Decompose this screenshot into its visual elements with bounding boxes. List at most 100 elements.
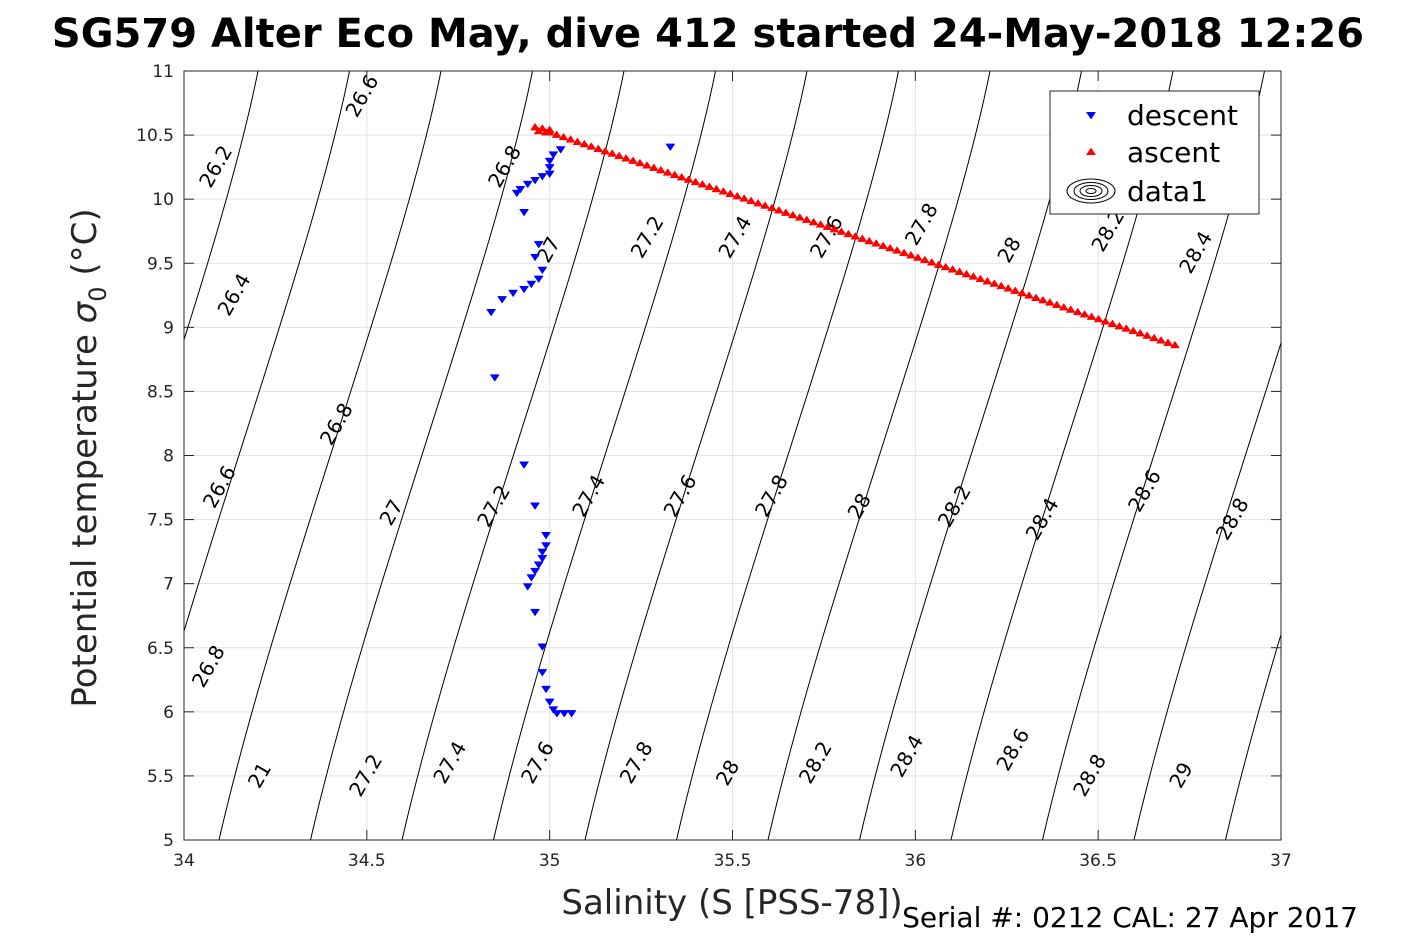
ascent-point xyxy=(1142,331,1153,339)
ascent-point xyxy=(773,206,784,214)
ascent-point xyxy=(593,144,604,153)
ascent-point xyxy=(1037,295,1048,304)
legend-label-data1: data1 xyxy=(1127,175,1208,208)
descent-point xyxy=(530,253,541,262)
ascent-point xyxy=(551,130,562,138)
ascent-point xyxy=(1058,302,1069,311)
descent-point xyxy=(497,296,508,304)
ascent-point xyxy=(704,182,715,190)
density-isoline xyxy=(310,71,533,840)
descent-point xyxy=(533,561,544,569)
ascent-point xyxy=(885,243,896,252)
ascent-point xyxy=(850,232,861,240)
descent-point xyxy=(537,643,548,651)
ascent-point xyxy=(836,227,847,235)
ascent-point xyxy=(1079,310,1090,318)
ascent-point xyxy=(767,203,777,212)
ascent-point xyxy=(780,208,791,216)
x-axis-ticks: 34 34.5 35 35.5 36 36.5 37 xyxy=(173,71,1292,871)
ascent-point xyxy=(669,170,680,179)
ascent-point xyxy=(558,132,569,141)
ascent-point xyxy=(739,194,750,202)
descent-point xyxy=(519,461,530,469)
ascent-point xyxy=(1163,338,1173,346)
ascent-point xyxy=(905,250,916,259)
ascent-point xyxy=(1128,326,1139,335)
ascent-point xyxy=(732,191,743,200)
ascent-point xyxy=(857,234,868,242)
y-tick-label: 7.5 xyxy=(147,511,174,531)
ascent-point xyxy=(794,213,805,221)
ascent-point xyxy=(871,239,882,247)
x-tick-label: 35 xyxy=(539,851,561,871)
ascent-point xyxy=(1010,286,1021,294)
ascent-point xyxy=(676,172,687,181)
descent-point xyxy=(522,180,533,189)
ascent-point xyxy=(635,158,645,167)
ascent-point xyxy=(878,241,889,249)
ascent-point xyxy=(565,135,576,143)
ascent-point xyxy=(1114,321,1125,330)
ascent-point xyxy=(1051,300,1062,309)
descent-point xyxy=(544,170,555,179)
density-contours xyxy=(184,71,1281,840)
descent-point xyxy=(537,548,548,557)
x-tick-label: 36.5 xyxy=(1079,851,1117,871)
ascent-point xyxy=(815,220,826,228)
ascent-point xyxy=(579,139,590,148)
ascent-point xyxy=(787,210,798,219)
ascent-point xyxy=(996,281,1007,290)
descent-point xyxy=(541,685,551,694)
x-tick-label: 37 xyxy=(1270,851,1292,871)
descent-point xyxy=(537,266,548,275)
descent-point xyxy=(530,502,541,510)
y-tick-label: 11 xyxy=(152,62,174,82)
density-isoline xyxy=(184,71,259,342)
density-isoline xyxy=(767,71,991,840)
ascent-point xyxy=(1024,291,1035,299)
descent-point xyxy=(508,289,519,298)
descent-point xyxy=(526,280,537,289)
ascent-point xyxy=(1017,288,1028,297)
legend-label-ascent: ascent xyxy=(1127,136,1220,169)
ascent-point xyxy=(829,224,840,233)
descent-point xyxy=(537,555,548,563)
descent-point xyxy=(559,710,570,718)
ascent-point xyxy=(1135,328,1146,337)
descent-point xyxy=(552,710,562,718)
x-axis-label: Salinity (S [PSS-78]) xyxy=(561,883,902,923)
ascent-point xyxy=(975,274,986,283)
descent-point xyxy=(541,532,551,540)
ascent-point xyxy=(586,142,597,150)
density-isoline xyxy=(218,71,442,840)
ascent-point xyxy=(621,154,632,162)
ascent-point xyxy=(1072,307,1083,316)
descent-point xyxy=(515,185,526,194)
descent-point xyxy=(548,706,559,714)
descent-point xyxy=(511,189,522,198)
ascent-point xyxy=(982,276,993,285)
descent-point xyxy=(519,209,530,217)
ascent-point xyxy=(1031,293,1041,301)
descent-point xyxy=(530,567,541,576)
x-tick-label: 34.5 xyxy=(348,851,386,871)
y-tick-label: 6.5 xyxy=(147,639,174,659)
y-tick-label: 7 xyxy=(163,575,174,595)
density-isoline xyxy=(1133,341,1281,840)
ascent-point xyxy=(746,196,757,205)
descent-point xyxy=(544,157,555,166)
ascent-point xyxy=(648,163,659,171)
ascent-point xyxy=(753,198,764,207)
ascent-point xyxy=(947,265,958,273)
ascent-point xyxy=(655,165,666,174)
y-axis-label-sigma: σ xyxy=(65,300,105,323)
ascent-point xyxy=(614,151,625,160)
ascent-point xyxy=(808,217,819,226)
y-tick-label: 8.5 xyxy=(147,382,174,402)
descent-point xyxy=(537,669,548,677)
y-axis-label-unit: (°C) xyxy=(65,208,105,286)
legend-marker-descent xyxy=(1086,112,1096,120)
y-tick-label: 10.5 xyxy=(136,126,174,146)
density-isoline xyxy=(401,71,625,840)
